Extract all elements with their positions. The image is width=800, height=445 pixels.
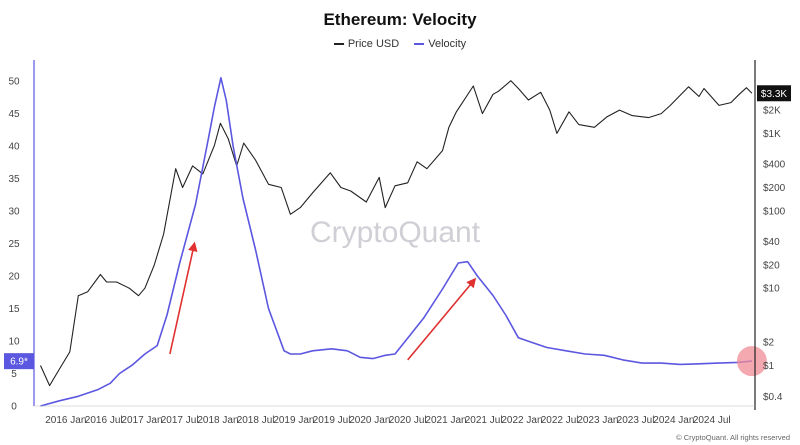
legend-item-velocity[interactable]: Velocity (414, 38, 466, 50)
annotation-arrow (407, 277, 477, 361)
right-tick-label: $10 (763, 284, 780, 295)
watermark: CryptoQuant (310, 216, 481, 249)
copyright-text: © CryptoQuant. All rights reserved (676, 433, 790, 442)
left-tick-label: 20 (8, 272, 20, 283)
left-tick-label: 0 (11, 402, 17, 413)
left-tick-label: 40 (8, 142, 20, 153)
velocity-value-label: 6.9* (10, 357, 28, 368)
price-value-badge (757, 85, 791, 102)
left-tick-label: 10 (8, 337, 20, 348)
annotation-arrow (169, 241, 198, 355)
x-tick-label: 2019 Jan (273, 415, 314, 426)
x-tick-label: 2016 Jan (45, 415, 86, 426)
series-line-price (39, 80, 753, 387)
x-tick-label: 2021 Jan (425, 415, 466, 426)
left-tick-label: 30 (8, 207, 20, 218)
chart-title: Ethereum: Velocity (323, 10, 477, 29)
right-tick-label: $40 (763, 237, 780, 248)
velocity-value-badge (4, 353, 34, 370)
legend-label-price: Price USD (347, 38, 400, 50)
x-tick-label: 2018 Jul (237, 415, 275, 426)
x-tick-label: 2022 Jul (541, 415, 579, 426)
legend-swatch-velocity (414, 43, 425, 45)
axes-layer: 0 5 10 15 20 25 30 35 40 45 50 $0.4 $1 $2 $10 $20 $40 $10… (4, 60, 791, 426)
right-tick-label: $200 (763, 183, 786, 194)
right-tick-label: $400 (763, 160, 786, 171)
x-tick-label: 2020 Jan (349, 415, 390, 426)
x-tick-label: 2023 Jan (577, 415, 618, 426)
x-tick-label: 2024 Jul (693, 415, 731, 426)
highlight-circle (736, 346, 767, 377)
x-tick-label: 2017 Jan (121, 415, 162, 426)
x-tick-label: 2021 Jul (465, 415, 503, 426)
x-tick-label: 2023 Jul (617, 415, 655, 426)
legend-item-price[interactable]: Price USD (333, 38, 400, 50)
right-tick-label: $20 (763, 260, 780, 271)
left-tick-label: 35 (8, 174, 20, 185)
left-tick-label: 25 (8, 239, 20, 250)
x-tick-label: 2018 Jan (197, 415, 238, 426)
x-tick-label: 2020 Jul (389, 415, 427, 426)
chart-legend: Price USD Velocity (0, 36, 800, 50)
series-layer (39, 77, 753, 407)
price-value-label: $3.3K (761, 89, 787, 100)
right-tick-label: $2K (763, 106, 781, 117)
right-tick-label: $1K (763, 129, 781, 140)
x-tick-label: 2017 Jul (161, 415, 199, 426)
x-tick-label: 2024 Jan (653, 415, 694, 426)
legend-label-velocity: Velocity (428, 38, 467, 50)
left-tick-label: 50 (8, 77, 20, 88)
left-tick-label: 45 (8, 109, 20, 120)
legend-swatch-price (333, 43, 344, 45)
right-tick-label: $0.4 (763, 392, 783, 403)
left-tick-label: 5 (11, 369, 17, 380)
x-tick-label: 2016 Jul (85, 415, 123, 426)
right-tick-label: $2 (763, 338, 775, 349)
annotation-layer (169, 241, 767, 377)
x-tick-label: 2022 Jan (501, 415, 542, 426)
right-tick-label: $100 (763, 206, 786, 217)
right-tick-label: $1 (763, 361, 775, 372)
x-tick-label: 2019 Jul (313, 415, 351, 426)
left-tick-label: 15 (8, 304, 20, 315)
series-line-velocity (40, 77, 752, 407)
